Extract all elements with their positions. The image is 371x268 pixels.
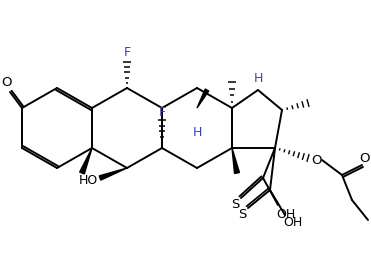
- Text: O: O: [2, 76, 12, 88]
- Text: O: O: [360, 151, 370, 165]
- Text: OH: OH: [276, 207, 296, 221]
- Text: OH: OH: [283, 215, 303, 229]
- Text: F: F: [158, 106, 165, 120]
- Text: S: S: [231, 199, 239, 211]
- Text: O: O: [311, 154, 321, 166]
- Text: HO: HO: [78, 173, 98, 187]
- Polygon shape: [232, 148, 239, 173]
- Text: H: H: [253, 72, 263, 84]
- Text: S: S: [238, 209, 246, 221]
- Text: F: F: [124, 47, 131, 59]
- Polygon shape: [197, 89, 209, 108]
- Polygon shape: [80, 148, 92, 174]
- Text: H: H: [192, 126, 202, 140]
- Polygon shape: [99, 168, 127, 180]
